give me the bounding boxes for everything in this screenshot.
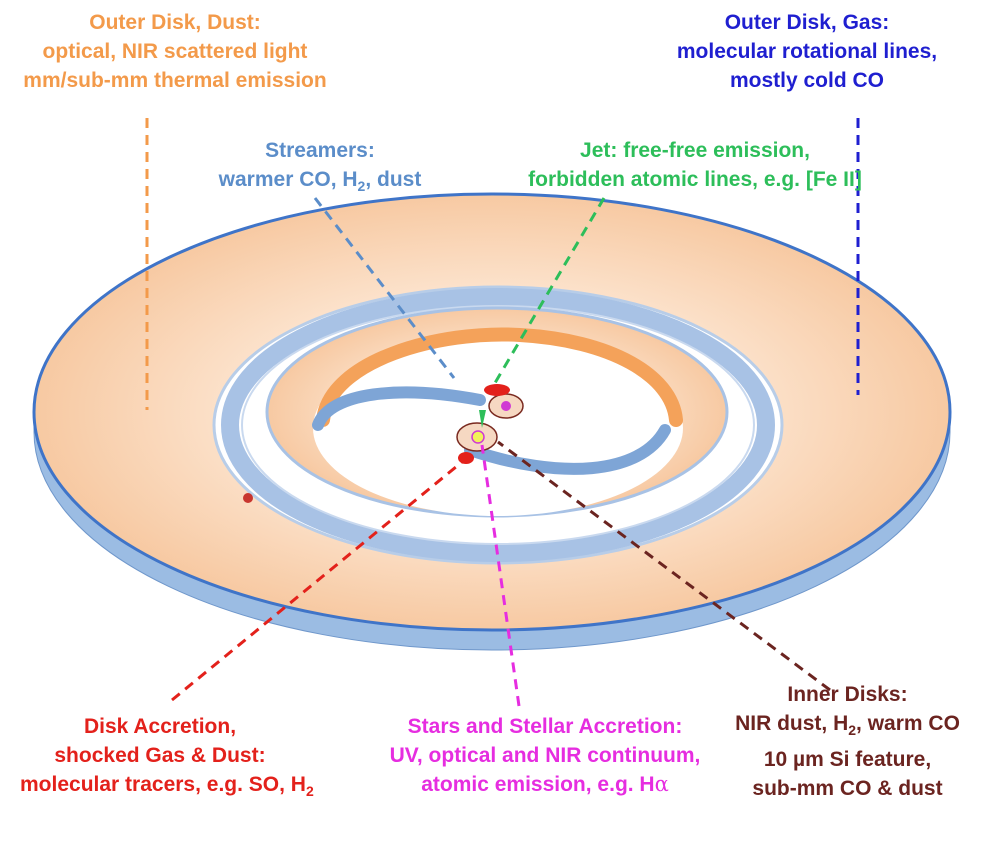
streamers-line1-text: warmer CO, H xyxy=(218,168,358,191)
streamers-title: Streamers: xyxy=(265,139,375,162)
star-north xyxy=(501,401,511,411)
label-jet: Jet: free-free emission, forbidden atomi… xyxy=(520,136,870,194)
streamer-arm-left xyxy=(312,386,486,431)
outer-gas-title: Outer Disk, Gas: xyxy=(724,11,890,34)
stars-title: Stars and Stellar Accretion: xyxy=(407,715,683,738)
inner-line1: NIR dust, H2, warm CO xyxy=(715,709,980,745)
streamers-line1: warmer CO, H2, dust xyxy=(190,165,450,201)
leader-lines xyxy=(145,118,860,707)
disk-accretion-line1: shocked Gas & Dust: xyxy=(54,744,266,767)
accretion-spot-outer xyxy=(243,493,253,503)
stars-line2-text: atomic emission, e.g. H xyxy=(421,773,655,796)
disk-accretion-line2: molecular tracers, e.g. SO, H2 xyxy=(20,770,314,806)
outer-gas-line1: molecular rotational lines, xyxy=(676,40,938,63)
stars-line2: atomic emission, e.g. Hα xyxy=(355,770,735,799)
disk-accretion-shock-south xyxy=(458,452,474,464)
label-streamers: Streamers: warmer CO, H2, dust xyxy=(190,136,450,201)
label-disk-accretion: Disk Accretion, shocked Gas & Dust: mole… xyxy=(20,712,314,806)
disk-accretion-title: Disk Accretion, xyxy=(83,715,237,738)
leader-inner xyxy=(497,440,831,692)
streamers-h2-subscript: 2 xyxy=(357,178,366,195)
outer-dust-line1: optical, NIR scattered light xyxy=(42,40,308,63)
star-south xyxy=(471,430,485,444)
label-outer-disk-gas: Outer Disk, Gas: molecular rotational li… xyxy=(630,8,984,95)
outer-dust-title: Outer Disk, Dust: xyxy=(89,11,261,34)
disk-accretion-line2-text: molecular tracers, e.g. SO, H xyxy=(20,773,306,796)
outer-dust-line2: mm/sub-mm thermal emission xyxy=(23,69,327,92)
streamer-spiral xyxy=(312,386,671,475)
disk-accretion-shock-north xyxy=(484,384,510,396)
leader-streamers xyxy=(313,197,456,379)
inner-line2: 10 µm Si feature, xyxy=(763,748,932,772)
inner-line3: sub-mm CO & dust xyxy=(752,777,943,801)
leader-jet xyxy=(490,197,606,389)
stars-line1: UV, optical and NIR continuum, xyxy=(389,744,701,767)
outer-gas-line2: mostly cold CO xyxy=(729,69,885,92)
label-stars-accretion: Stars and Stellar Accretion: UV, optical… xyxy=(355,712,735,799)
jet-title: Jet: free-free emission, xyxy=(580,139,810,162)
central-system xyxy=(456,384,524,464)
disk-accretion-h2-subscript: 2 xyxy=(305,783,314,800)
jet-arrow xyxy=(479,410,486,428)
label-inner-disks: Inner Disks: NIR dust, H2, warm CO 10 µm… xyxy=(715,680,980,803)
stars-alpha: α xyxy=(654,772,669,796)
streamer-arm-right xyxy=(464,424,671,475)
hole-back-wall xyxy=(316,327,683,427)
streamers-line1-tail: , dust xyxy=(365,168,422,191)
label-outer-disk-dust: Outer Disk, Dust: optical, NIR scattered… xyxy=(0,8,350,95)
leader-disk-accretion xyxy=(171,460,463,702)
leader-stars xyxy=(480,444,521,707)
jet-line1: forbidden atomic lines, e.g. [Fe II] xyxy=(528,168,862,191)
inner-h2-subscript: 2 xyxy=(848,722,857,739)
inner-line1-text: NIR dust, H xyxy=(735,712,849,735)
inner-line1-tail: , warm CO xyxy=(856,712,960,735)
inner-title: Inner Disks: xyxy=(787,683,908,706)
